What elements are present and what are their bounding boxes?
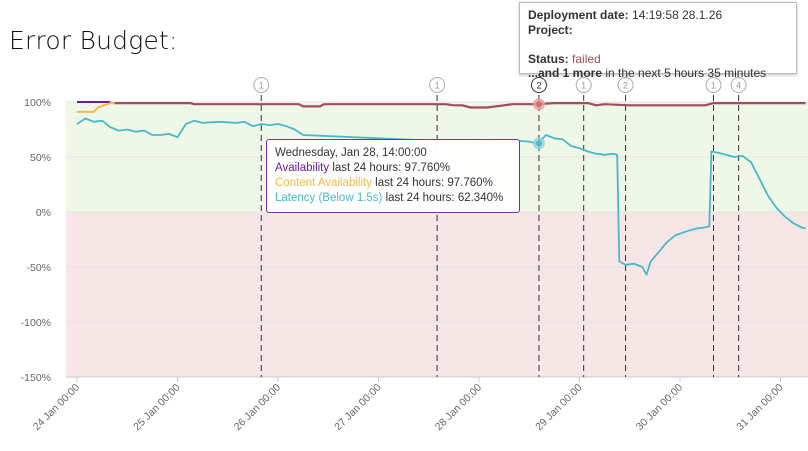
deployment-tooltip: Deployment date: 14:19:58 28.1.26 Projec… bbox=[519, 2, 797, 80]
deployment-count: 1 bbox=[435, 81, 440, 91]
hover-row-latency: Latency (Below 1.5s) last 24 hours: 62.3… bbox=[275, 191, 511, 206]
deployment-count: 4 bbox=[736, 81, 741, 91]
page-title: Error Budget: bbox=[9, 26, 178, 55]
deployment-count: 1 bbox=[711, 81, 716, 91]
series-line-combined bbox=[114, 102, 806, 109]
series-lines bbox=[76, 101, 806, 276]
y-tick-label: 0% bbox=[36, 207, 51, 219]
x-tick-label: 31 Jan 00:00 bbox=[734, 382, 786, 434]
y-tick-label: -50% bbox=[26, 262, 51, 274]
deployment-more-prefix: ...and 1 more bbox=[528, 66, 603, 80]
deployment-marker bbox=[730, 77, 747, 93]
deployment-marker bbox=[617, 77, 634, 93]
y-axis-ticks: 100% 50% 0% -50% -100% -150% bbox=[21, 97, 51, 384]
deployment-status-label: Status: bbox=[528, 51, 569, 66]
hover-point-latency-core bbox=[535, 140, 542, 147]
hover-value-latency: last 24 hours: 62.340% bbox=[382, 192, 504, 204]
hover-series-latency: Latency (Below 1.5s) bbox=[275, 192, 383, 204]
x-tick-label: 25 Jan 00:00 bbox=[131, 382, 183, 434]
deployment-count: 2 bbox=[536, 81, 541, 91]
y-tick-label: -150% bbox=[21, 372, 51, 384]
x-tick-label: 28 Jan 00:00 bbox=[433, 382, 485, 434]
hover-tooltip: Wednesday, Jan 28, 14:00:00 Availability… bbox=[266, 139, 520, 213]
hover-tooltip-header: Wednesday, Jan 28, 14:00:00 bbox=[275, 147, 427, 159]
y-tick-label: 50% bbox=[30, 152, 51, 164]
hover-indicators bbox=[532, 98, 545, 150]
deployment-marker bbox=[253, 77, 270, 93]
deployment-date-value: 14:19:58 28.1.26 bbox=[632, 8, 723, 22]
x-axis-ticks: 24 Jan 00:00 25 Jan 00:00 26 Jan 00:00 27 J… bbox=[31, 377, 786, 433]
deployment-status-value: failed bbox=[572, 51, 601, 66]
deployment-project-label: Project: bbox=[528, 22, 573, 37]
deployment-count: 1 bbox=[581, 81, 586, 91]
deployment-marker bbox=[530, 77, 547, 93]
series-line-content-availability bbox=[77, 102, 115, 113]
deployment-marker bbox=[575, 77, 592, 93]
hover-value-availability: last 24 hours: 97.760% bbox=[329, 162, 450, 174]
hover-row-content-availability: Content Availability last 24 hours: 97.7… bbox=[275, 176, 511, 191]
deployment-count: 1 bbox=[259, 81, 264, 91]
series-line-latency-below-1-5s- bbox=[76, 117, 806, 276]
x-tick-label: 24 Jan 00:00 bbox=[31, 382, 83, 434]
deployment-date-label: Deployment date: bbox=[528, 8, 629, 22]
hover-point-combined-core bbox=[535, 101, 542, 108]
deployment-markers: 1 1 2 1 2 1 4 bbox=[253, 77, 747, 377]
y-tick-label: 100% bbox=[24, 97, 51, 109]
hover-value-content-availability: last 24 hours: 97.760% bbox=[371, 177, 493, 189]
y-tick-label: -100% bbox=[21, 317, 51, 329]
hover-row-availability: Availability last 24 hours: 97.760% bbox=[275, 161, 511, 176]
hover-series-availability: Availability bbox=[275, 162, 330, 174]
x-tick-label: 26 Jan 00:00 bbox=[232, 382, 284, 434]
deployment-more-suffix: in the next 5 hours 35 minutes bbox=[602, 66, 767, 80]
x-tick-label: 29 Jan 00:00 bbox=[533, 382, 585, 434]
deployment-marker bbox=[429, 77, 446, 93]
deployment-marker bbox=[705, 77, 722, 93]
hover-series-content-availability: Content Availability bbox=[275, 177, 372, 189]
deployment-count: 2 bbox=[623, 81, 628, 91]
x-tick-label: 27 Jan 00:00 bbox=[332, 382, 384, 434]
x-tick-label: 30 Jan 00:00 bbox=[634, 382, 686, 434]
